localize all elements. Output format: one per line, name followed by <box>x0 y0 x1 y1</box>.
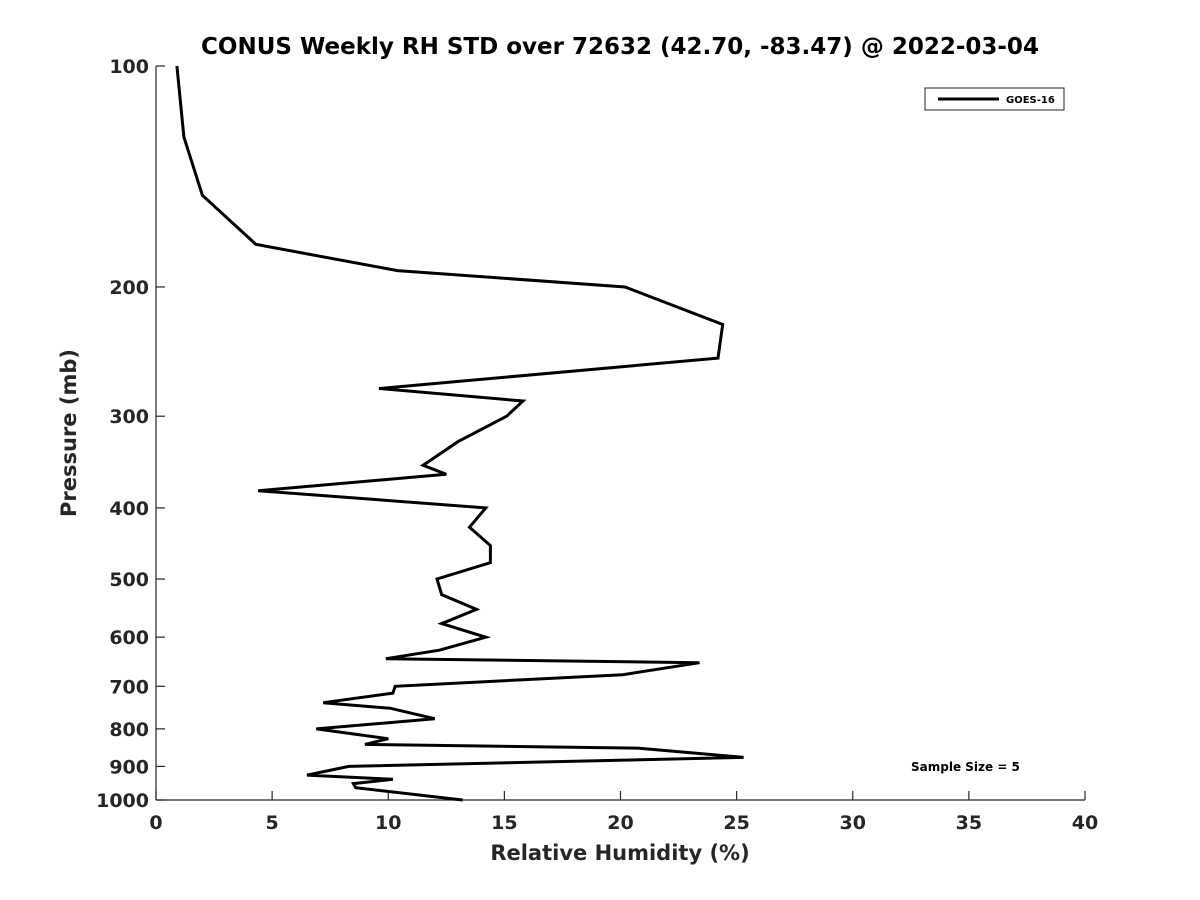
series-line <box>175 65 744 802</box>
axes <box>155 66 1085 801</box>
y-tick-label: 100 <box>109 56 149 78</box>
series-layer <box>175 65 744 802</box>
x-tick-label: 20 <box>607 812 633 834</box>
y-ticks: 100 200 300 400 500 600 700 800 900 1000 <box>96 56 165 812</box>
x-tick-label: 0 <box>149 812 162 834</box>
x-tick-label: 40 <box>1072 812 1098 834</box>
y-tick-label: 700 <box>109 676 149 698</box>
x-tick-label: 5 <box>266 812 279 834</box>
y-tick-label: 200 <box>109 277 149 299</box>
y-tick-label: 1000 <box>96 790 149 812</box>
y-tick-label: 800 <box>109 719 149 741</box>
chart-title: CONUS Weekly RH STD over 72632 (42.70, -… <box>201 34 1039 60</box>
x-ticks: 0 5 10 15 20 25 30 35 40 <box>149 791 1098 834</box>
y-tick-label: 300 <box>109 406 149 428</box>
x-tick-label: 10 <box>375 812 401 834</box>
y-tick-label: 900 <box>109 756 149 778</box>
legend: GOES-16 <box>924 87 1065 111</box>
x-axis-label: Relative Humidity (%) <box>490 841 749 865</box>
x-tick-label: 35 <box>956 812 982 834</box>
x-tick-label: 25 <box>723 812 749 834</box>
y-tick-label: 500 <box>109 569 149 591</box>
legend-label: GOES-16 <box>1006 95 1055 106</box>
sample-size-annotation: Sample Size = 5 <box>911 760 1020 774</box>
x-tick-label: 30 <box>840 812 866 834</box>
y-tick-label: 400 <box>109 498 149 520</box>
x-tick-label: 15 <box>491 812 517 834</box>
y-tick-label: 600 <box>109 627 149 649</box>
y-axis-label: Pressure (mb) <box>57 349 81 517</box>
